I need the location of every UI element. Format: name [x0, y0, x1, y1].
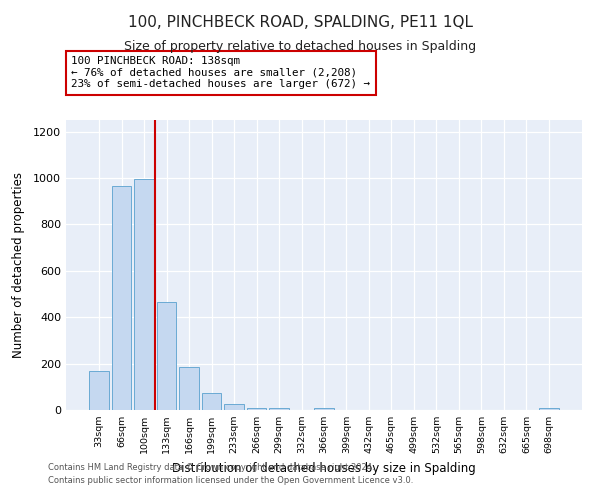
- Bar: [179, 367, 199, 410]
- Bar: [112, 186, 131, 410]
- Bar: [224, 404, 244, 410]
- X-axis label: Distribution of detached houses by size in Spalding: Distribution of detached houses by size …: [172, 462, 476, 474]
- Bar: [314, 408, 334, 410]
- Bar: [202, 392, 221, 410]
- Text: Size of property relative to detached houses in Spalding: Size of property relative to detached ho…: [124, 40, 476, 53]
- Text: 100, PINCHBECK ROAD, SPALDING, PE11 1QL: 100, PINCHBECK ROAD, SPALDING, PE11 1QL: [128, 15, 473, 30]
- Bar: [269, 408, 289, 410]
- Bar: [134, 179, 154, 410]
- Bar: [247, 408, 266, 410]
- Bar: [89, 370, 109, 410]
- Y-axis label: Number of detached properties: Number of detached properties: [11, 172, 25, 358]
- Bar: [157, 302, 176, 410]
- Text: 100 PINCHBECK ROAD: 138sqm
← 76% of detached houses are smaller (2,208)
23% of s: 100 PINCHBECK ROAD: 138sqm ← 76% of deta…: [71, 56, 370, 90]
- Bar: [539, 408, 559, 410]
- Text: Contains HM Land Registry data © Crown copyright and database right 2024.
Contai: Contains HM Land Registry data © Crown c…: [48, 463, 413, 485]
